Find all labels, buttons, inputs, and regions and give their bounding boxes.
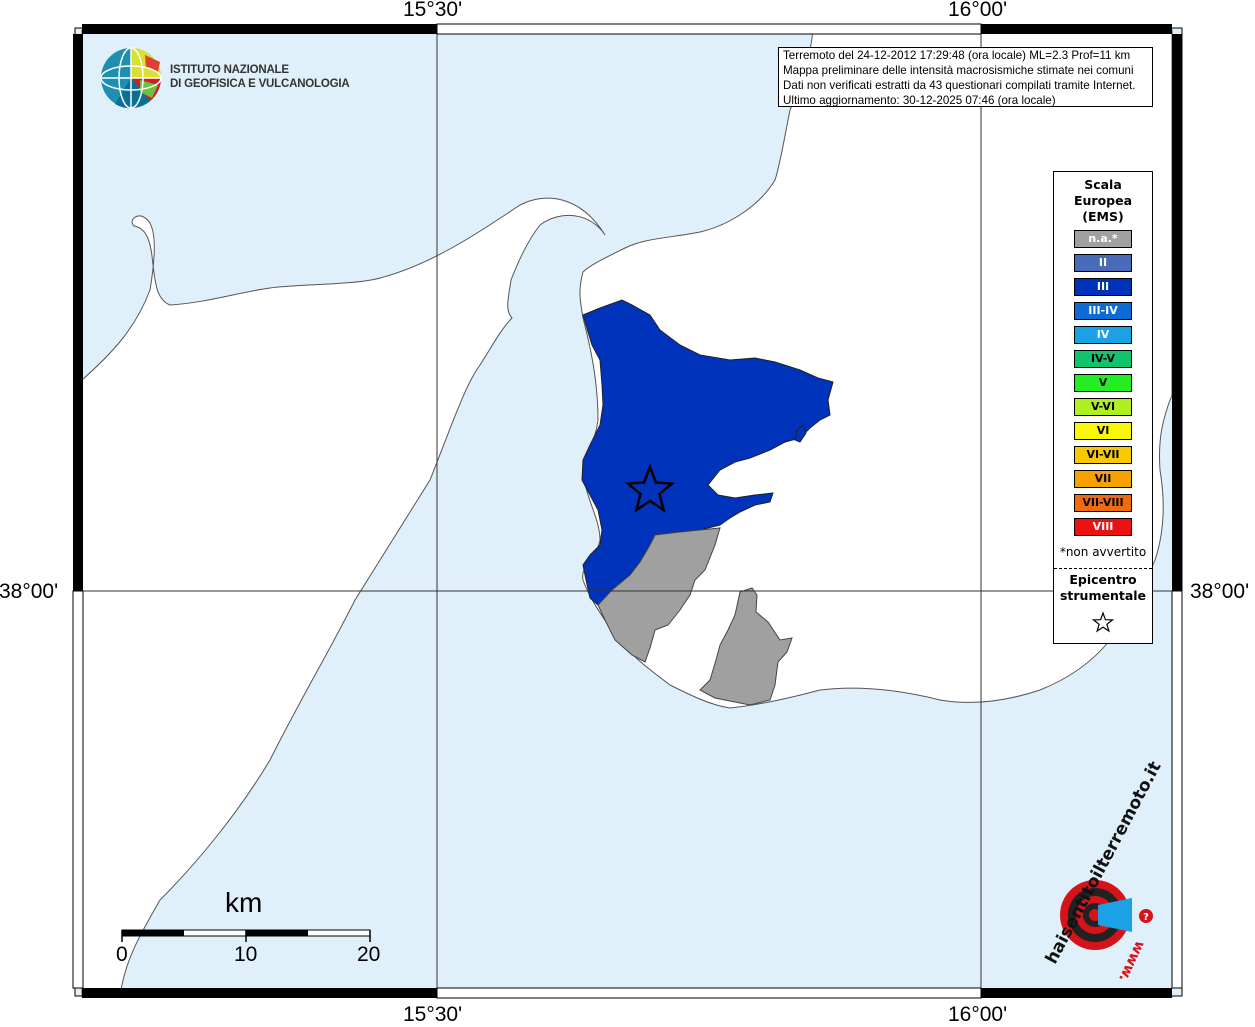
- svg-text:?: ?: [1143, 912, 1149, 923]
- legend-swatch: IV: [1074, 326, 1132, 344]
- legend-swatch: V-VI: [1074, 398, 1132, 416]
- scale-tick-0: 0: [116, 943, 128, 966]
- lat-label-left: 38°00': [0, 580, 59, 603]
- institute-line2: DI GEOFISICA E VULCANOLOGIA: [170, 78, 350, 90]
- info-line-4: Ultimo aggiornamento: 30-12-2025 07:46 (…: [783, 94, 1056, 107]
- area-not-felt-2: [699, 587, 793, 706]
- frame-segment: [436, 23, 982, 35]
- legend-divider: [1054, 568, 1152, 569]
- institute-name: ISTITUTO NAZIONALE DI GEOFISICA E VULCAN…: [170, 63, 350, 91]
- legend-swatch: IV-V: [1074, 350, 1132, 368]
- scale-bar: [121, 929, 371, 942]
- info-line-2: Mappa preliminare delle intensità macros…: [783, 64, 1134, 77]
- info-line-3: Dati non verificati estratti da 43 quest…: [783, 79, 1136, 92]
- scale-tick-10: 10: [234, 943, 258, 966]
- legend-epicenter-label: Epicentro strumentale: [1054, 572, 1152, 604]
- frame-segment: [1171, 590, 1183, 989]
- earthquake-info-box: Terremoto del 24-12-2012 17:29:48 (ora l…: [778, 47, 1153, 107]
- frame-segment: [981, 988, 1172, 998]
- frame-segment: [436, 987, 982, 999]
- legend-swatch: VII-VIII: [1074, 494, 1132, 512]
- frame-segment: [1172, 34, 1182, 591]
- frame-segment: [82, 988, 437, 998]
- legend-star-icon: [1091, 611, 1115, 633]
- lat-label-right: 38°00': [1190, 580, 1250, 603]
- epicenter-star-icon: [624, 463, 676, 513]
- legend-swatch: II: [1074, 254, 1132, 272]
- legend-swatch: VII: [1074, 470, 1132, 488]
- lon-label-bottom-right: 16°00': [948, 1003, 1008, 1026]
- legend-title-3: (EMS): [1082, 209, 1124, 224]
- legend-swatch: n.a.*: [1074, 230, 1132, 248]
- frame-segment: [73, 34, 83, 591]
- area-not-felt-1: [597, 527, 721, 663]
- legend-title: Scala Europea (EMS): [1054, 177, 1152, 225]
- islet-blue: [794, 424, 807, 443]
- ems-legend: Scala Europea (EMS) n.a.* II III III-IV IV IV…: [1053, 171, 1153, 644]
- legend-swatch: V: [1074, 374, 1132, 392]
- legend-swatch: III-IV: [1074, 302, 1132, 320]
- lon-label-top-left: 15°30': [403, 0, 463, 21]
- legend-swatch: VI: [1074, 422, 1132, 440]
- legend-epicenter-1: Epicentro: [1069, 572, 1137, 587]
- frame-segment: [72, 590, 84, 989]
- frame-segment: [82, 24, 437, 34]
- haisentito-logo-icon: ?: [1060, 880, 1153, 950]
- ingv-logo-icon: [100, 47, 162, 109]
- legend-title-1: Scala: [1084, 177, 1122, 192]
- scale-unit-label: km: [225, 887, 263, 918]
- frame-segment: [981, 24, 1172, 34]
- legend-note: *non avvertito: [1059, 545, 1147, 559]
- area-intensity-III: [581, 299, 834, 606]
- legend-swatch: VI-VII: [1074, 446, 1132, 464]
- institute-line1: ISTITUTO NAZIONALE: [170, 64, 289, 76]
- scale-tick-20: 20: [357, 943, 381, 966]
- legend-swatch: VIII: [1074, 518, 1132, 536]
- legend-swatch: III: [1074, 278, 1132, 296]
- lon-label-top-right: 16°00': [948, 0, 1008, 21]
- info-line-1: Terremoto del 24-12-2012 17:29:48 (ora l…: [783, 49, 1131, 62]
- legend-title-2: Europea: [1073, 193, 1133, 208]
- land-sicily: [81, 30, 606, 997]
- legend-epicenter-2: strumentale: [1059, 588, 1147, 603]
- lon-label-bottom-left: 15°30': [403, 1003, 463, 1026]
